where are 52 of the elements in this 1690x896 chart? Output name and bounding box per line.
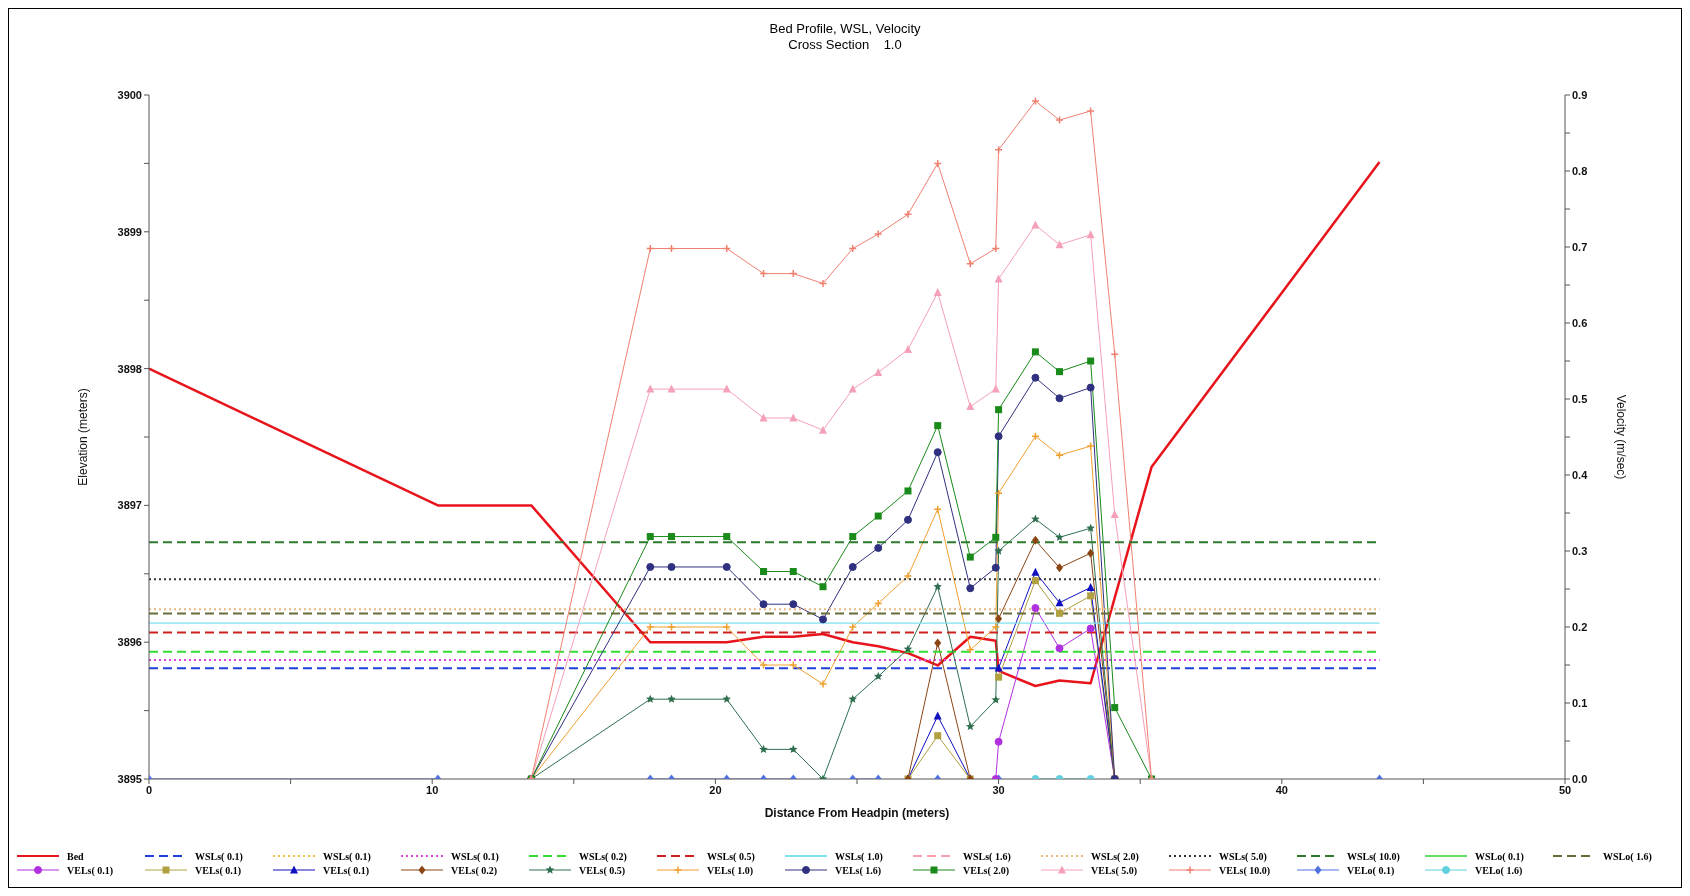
legend-label: VELo( 1.6) [1475,864,1523,876]
x-tick-label: 0 [145,783,153,796]
chart-subtitle: Cross Section 1.0 [787,37,903,53]
legend-label: WSLs( 2.0) [1091,850,1139,862]
y-tick-label: 3899 [117,225,142,238]
y-tick-label: 3896 [117,636,142,649]
legend-label: VELs( 0.1) [195,864,242,876]
legend-label: VELo( 0.1) [1347,864,1395,876]
legend-label: WSLo( 0.1) [1475,850,1524,862]
x-tick-label: 30 [992,783,1005,796]
legend-label: VELs( 1.0) [707,864,754,876]
x-tick-label: 20 [709,783,722,796]
y2-tick-label: 0.3 [1572,544,1588,557]
y2-tick-label: 0.9 [1572,88,1588,101]
y2-axis-title: Velocity (m/sec) [1613,394,1628,480]
legend-label: WSLo( 1.6) [1603,850,1652,862]
legend-label: WSLs( 0.1) [323,850,371,862]
x-tick-label: 50 [1558,783,1572,796]
legend-label: WSLs( 0.2) [579,850,627,862]
y2-tick-label: 0.7 [1572,240,1588,253]
y2-tick-label: 0.4 [1572,468,1589,481]
legend-label: WSLs( 5.0) [1219,850,1267,862]
legend-label: WSLs( 0.5) [707,850,755,862]
x-tick-label: 10 [426,783,439,796]
y-axis-title: Elevation (meters) [76,388,91,486]
legend-label: WSLs( 1.6) [963,850,1011,862]
legend-label: VELs( 5.0) [1091,864,1138,876]
legend-label: VELs( 1.6) [835,864,882,876]
y2-tick-label: 0.5 [1572,392,1588,405]
legend-label: Bed [67,850,84,862]
legend-label: WSLs( 0.1) [451,850,499,862]
y2-tick-label: 0.2 [1572,620,1588,633]
legend-label: WSLs( 1.0) [835,850,883,862]
x-tick-label: 40 [1275,783,1288,796]
x-axis-title: Distance From Headpin (meters) [764,806,950,820]
y2-tick-label: 0.6 [1572,316,1588,329]
chart-title: Bed Profile, WSL, Velocity [768,21,922,37]
y2-tick-label: 0.8 [1572,164,1588,177]
legend-label: VELs( 0.1) [323,864,370,876]
legend-label: VELs( 2.0) [963,864,1010,876]
legend-label: WSLs( 0.1) [195,850,243,862]
legend-label: VELs( 0.1) [67,864,114,876]
legend-label: VELs( 0.2) [451,864,498,876]
y-tick-label: 3900 [117,88,142,101]
y-tick-label: 3895 [117,772,142,785]
y-tick-label: 3898 [117,362,142,375]
y2-tick-label: 0.1 [1572,696,1588,709]
y2-tick-label: 0.0 [1572,772,1588,785]
legend-label: VELs( 0.5) [579,864,626,876]
legend-label: VELs( 10.0) [1219,864,1271,876]
y-tick-label: 3897 [117,499,142,512]
legend-label: WSLs( 10.0) [1347,850,1400,862]
